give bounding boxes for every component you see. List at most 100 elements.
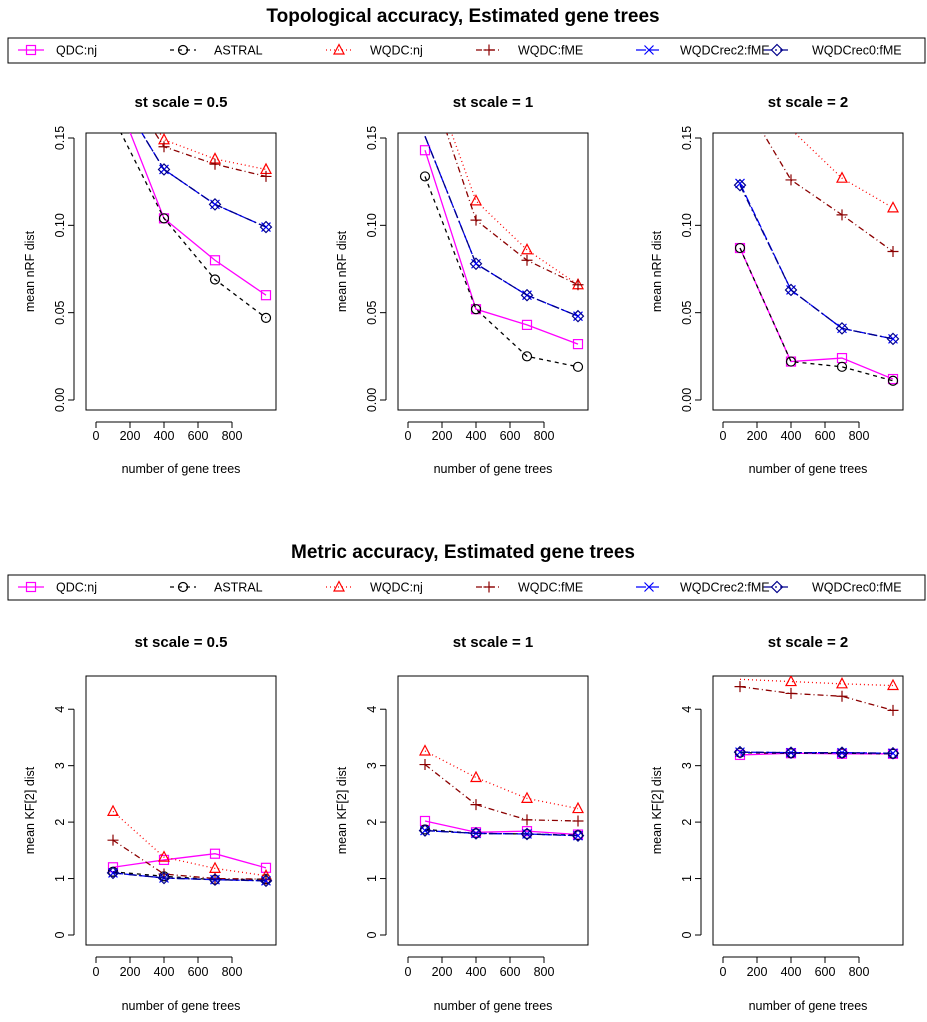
series-line-wqdcrec0-fme bbox=[424, 136, 579, 317]
series-line-astral bbox=[424, 828, 579, 836]
point-astral bbox=[470, 304, 482, 315]
point-wqdcrec0-fme bbox=[571, 309, 585, 323]
point-wqdc-nj bbox=[158, 850, 170, 862]
point-wqdcrec0-fme bbox=[784, 746, 798, 760]
legend-label: WQDC:nj bbox=[370, 44, 423, 58]
point-wqdc-nj bbox=[887, 201, 899, 213]
point-wqdc-fme bbox=[107, 834, 119, 846]
series-line-wqdcrec0-fme bbox=[141, 133, 267, 228]
point-wqdc-fme bbox=[887, 704, 899, 716]
point-wqdcrec0-fme bbox=[520, 288, 534, 302]
x-axis-label: number of gene trees bbox=[122, 462, 241, 476]
x-tick-label: 200 bbox=[120, 429, 141, 443]
legend-entry-wqdc-nj: WQDC:nj bbox=[326, 43, 423, 58]
y-tick-label: 0.15 bbox=[680, 126, 694, 150]
legend-label: WQDC:nj bbox=[370, 581, 423, 595]
point-qdc-nj bbox=[209, 848, 221, 859]
point-wqdcrec0-fme bbox=[469, 827, 483, 840]
point-wqdcrec0-fme bbox=[733, 178, 747, 192]
series-line-wqdcrec2-fme bbox=[739, 183, 894, 340]
point-wqdcrec0-fme bbox=[571, 829, 585, 843]
legend-label: WQDCrec0:fME bbox=[812, 581, 902, 595]
point-wqdc-nj bbox=[836, 677, 848, 689]
point-wqdcrec0-fme bbox=[106, 866, 120, 880]
series-line-qdc-nj bbox=[112, 853, 267, 869]
y-axis-label: mean nRF dist bbox=[335, 230, 349, 312]
series-group bbox=[120, 133, 273, 324]
point-wqdcrec0-fme bbox=[259, 874, 273, 888]
point-wqdc-nj bbox=[419, 744, 431, 756]
series-line-wqdc-nj bbox=[424, 750, 579, 810]
point-astral bbox=[836, 361, 848, 372]
legend-label: QDC:nj bbox=[56, 44, 97, 58]
point-wqdcrec0-fme bbox=[208, 873, 222, 887]
legend-entry-qdc-nj: QDC:nj bbox=[18, 44, 97, 58]
y-tick-label: 4 bbox=[680, 706, 694, 713]
panel-nrf-st-scale-2: st scale = 2 0 200 400 600 800 number of gene … bbox=[650, 94, 904, 476]
panel-title: st scale = 2 bbox=[768, 94, 848, 111]
x-tick-label: 0 bbox=[93, 429, 100, 443]
legend-entry-wqdc-fme: WQDC:fME bbox=[476, 581, 583, 595]
x-axis-label: number of gene trees bbox=[434, 999, 553, 1013]
point-astral bbox=[419, 171, 431, 182]
point-wqdc-nj bbox=[572, 801, 584, 814]
point-astral bbox=[785, 356, 797, 367]
series-line-qdc-nj bbox=[424, 820, 579, 836]
point-astral bbox=[521, 351, 533, 362]
y-axis-label: mean KF[2] dist bbox=[650, 766, 664, 854]
legend-entry-wqdcrec0-fme: WQDCrec0:fME bbox=[764, 581, 902, 595]
y-tick-label: 3 bbox=[53, 762, 67, 769]
series-line-wqdc-fme bbox=[739, 686, 894, 711]
series-line-astral bbox=[112, 871, 267, 881]
point-wqdc-nj bbox=[836, 171, 848, 183]
panel-kf2-st-scale-1: st scale = 1 0 200 400 600 800 number of gene … bbox=[335, 634, 589, 1013]
x-tick-label: 400 bbox=[781, 965, 802, 979]
x-tick-label: 0 bbox=[93, 965, 100, 979]
x-tick-label: 200 bbox=[432, 965, 453, 979]
y-tick-label: 0.05 bbox=[53, 300, 67, 324]
x-tick-label: 400 bbox=[466, 965, 487, 979]
legend-entry-qdc-nj: QDC:nj bbox=[18, 581, 97, 595]
point-qdc-nj bbox=[572, 339, 584, 350]
point-wqdcrec0-fme bbox=[469, 257, 483, 271]
point-wqdc-nj bbox=[470, 194, 482, 206]
y-axis-label: mean nRF dist bbox=[23, 230, 37, 312]
y-tick-label: 0.00 bbox=[680, 388, 694, 412]
x-tick-label: 400 bbox=[154, 429, 175, 443]
y-tick-label: 0 bbox=[365, 931, 379, 938]
series-line-wqdc-nj bbox=[739, 678, 894, 687]
point-wqdc-fme bbox=[209, 158, 221, 170]
series-group bbox=[418, 744, 585, 843]
x-tick-label: 0 bbox=[720, 965, 727, 979]
y-tick-label: 4 bbox=[365, 706, 379, 713]
legend-metric: QDC:nj ASTRAL WQDC:nj WQDC:fME WQDCrec2:fME W… bbox=[7, 574, 926, 601]
x-tick-label: 600 bbox=[815, 965, 836, 979]
series-line-qdc-nj bbox=[424, 150, 579, 345]
legend-plus-marker bbox=[483, 581, 495, 593]
point-qdc-nj bbox=[521, 319, 533, 330]
legend-label: WQDCrec2:fME bbox=[680, 581, 770, 595]
plot-frame bbox=[85, 132, 277, 411]
legend-topological: QDC:nj ASTRAL WQDC:nj WQDC:fME WQDCrec2:fME W… bbox=[7, 37, 926, 64]
point-wqdcrec0-fme bbox=[157, 163, 171, 176]
x-tick-label: 800 bbox=[849, 429, 870, 443]
x-tick-label: 800 bbox=[849, 965, 870, 979]
legend-triangle-marker bbox=[333, 43, 345, 55]
x-tick-label: 200 bbox=[432, 429, 453, 443]
panel-kf2-st-scale-0-5: st scale = 0.5 0 200 400 600 800 number of gen… bbox=[23, 634, 277, 1013]
x-axis-label: number of gene trees bbox=[434, 462, 553, 476]
legend-entry-wqdc-nj: WQDC:nj bbox=[326, 580, 423, 595]
x-tick-label: 600 bbox=[500, 429, 521, 443]
legend-entry-wqdc-fme: WQDC:fME bbox=[476, 44, 583, 58]
x-axis-label: number of gene trees bbox=[749, 999, 868, 1013]
y-axis-label: mean KF[2] dist bbox=[23, 766, 37, 854]
legend-entry-astral: ASTRAL bbox=[170, 581, 263, 595]
series-line-wqdc-fme bbox=[424, 764, 579, 822]
series-line-qdc-nj bbox=[129, 133, 267, 296]
panel-title: st scale = 1 bbox=[453, 634, 533, 651]
x-axis-label: number of gene trees bbox=[749, 462, 868, 476]
series-group bbox=[733, 676, 900, 761]
x-tick-label: 200 bbox=[747, 965, 768, 979]
y-tick-label: 2 bbox=[365, 819, 379, 826]
x-tick-label: 800 bbox=[222, 429, 243, 443]
